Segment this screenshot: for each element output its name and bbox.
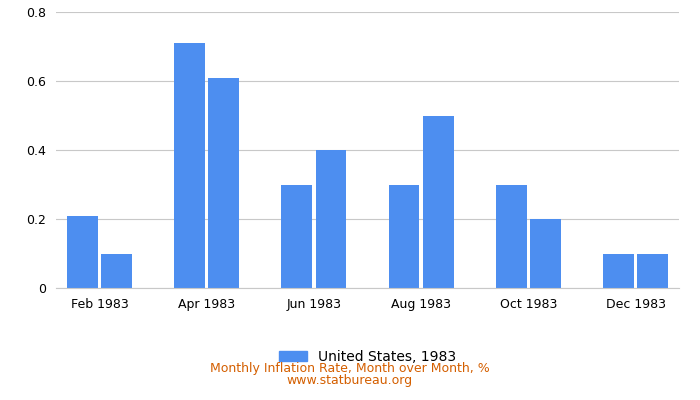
Bar xyxy=(530,219,561,288)
Bar xyxy=(102,254,132,288)
Bar xyxy=(316,150,346,288)
Bar xyxy=(389,184,419,288)
Bar xyxy=(67,216,97,288)
Bar xyxy=(209,78,239,288)
Bar xyxy=(603,254,634,288)
Bar xyxy=(496,184,526,288)
Text: Monthly Inflation Rate, Month over Month, %: Monthly Inflation Rate, Month over Month… xyxy=(210,362,490,375)
Bar xyxy=(423,116,454,288)
Bar xyxy=(638,254,668,288)
Legend: United States, 1983: United States, 1983 xyxy=(274,345,461,370)
Text: www.statbureau.org: www.statbureau.org xyxy=(287,374,413,387)
Bar xyxy=(281,184,312,288)
Bar xyxy=(174,43,205,288)
